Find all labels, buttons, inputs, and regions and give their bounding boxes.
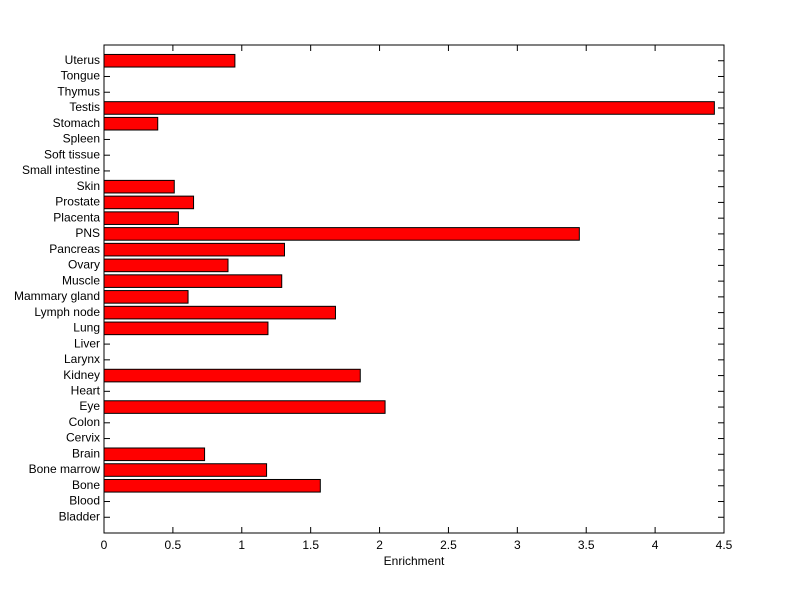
y-tick-label: Muscle bbox=[62, 273, 100, 287]
bar bbox=[103, 227, 580, 241]
x-tick-label: 0.5 bbox=[165, 538, 182, 552]
plot-frame bbox=[103, 44, 725, 534]
bar bbox=[103, 368, 361, 383]
y-tick-label: Small intestine bbox=[22, 163, 100, 177]
bar bbox=[103, 478, 321, 493]
y-tick-label: Ovary bbox=[68, 258, 100, 272]
y-tick-label: Eye bbox=[79, 399, 100, 413]
bar bbox=[103, 400, 386, 414]
bar bbox=[103, 305, 336, 320]
x-tick-label: 2.5 bbox=[440, 538, 457, 552]
y-tick-label: Thymus bbox=[57, 84, 100, 98]
y-tick-label: Bladder bbox=[59, 509, 100, 523]
y-tick-label: Prostate bbox=[55, 195, 100, 209]
y-tick-label: Brain bbox=[72, 446, 100, 460]
y-tick-label: Skin bbox=[77, 179, 100, 193]
x-axis-label: Enrichment bbox=[384, 554, 445, 568]
y-tick-label: Lung bbox=[73, 321, 100, 335]
x-tick-label: 2 bbox=[376, 538, 383, 552]
y-tick-label: Colon bbox=[69, 415, 100, 429]
x-tick-label: 1 bbox=[238, 538, 245, 552]
x-tick-label: 0 bbox=[101, 538, 108, 552]
bar bbox=[103, 53, 236, 68]
y-tick-label: Placenta bbox=[53, 210, 100, 224]
bar bbox=[103, 463, 268, 477]
y-tick-label: Pancreas bbox=[49, 242, 100, 256]
y-tick-label: Lymph node bbox=[34, 305, 100, 319]
y-tick-label: Bone bbox=[72, 478, 100, 492]
y-tick-label: Bone marrow bbox=[29, 462, 101, 476]
y-tick-label: Mammary gland bbox=[14, 289, 100, 303]
y-tick-label: Blood bbox=[69, 494, 100, 508]
y-tick-label: Testis bbox=[69, 100, 100, 114]
y-tick-label: Kidney bbox=[63, 368, 100, 382]
bar bbox=[103, 179, 175, 194]
y-tick-label: Soft tissue bbox=[44, 147, 100, 161]
bar bbox=[103, 101, 715, 115]
bar bbox=[103, 321, 269, 336]
x-tick-label: 4.5 bbox=[716, 538, 733, 552]
y-tick-label: Tongue bbox=[61, 69, 101, 83]
x-tick-label: 1.5 bbox=[302, 538, 319, 552]
y-tick-label: PNS bbox=[75, 226, 100, 240]
bar bbox=[103, 242, 285, 257]
bar bbox=[103, 211, 179, 225]
x-tick-label: 4 bbox=[652, 538, 659, 552]
y-tick-label: Spleen bbox=[63, 132, 100, 146]
bar bbox=[103, 290, 189, 304]
bar bbox=[103, 447, 206, 462]
bar bbox=[103, 274, 283, 288]
bar bbox=[103, 116, 159, 131]
bar bbox=[103, 258, 229, 273]
y-tick-label: Larynx bbox=[64, 352, 100, 366]
x-tick-label: 3.5 bbox=[578, 538, 595, 552]
y-tick-label: Heart bbox=[71, 383, 101, 397]
y-tick-label: Liver bbox=[74, 336, 100, 350]
bar bbox=[103, 195, 195, 210]
y-tick-label: Stomach bbox=[53, 116, 100, 130]
y-tick-label: Uterus bbox=[65, 53, 100, 67]
x-tick-label: 3 bbox=[514, 538, 521, 552]
y-tick-label: Cervix bbox=[66, 431, 100, 445]
